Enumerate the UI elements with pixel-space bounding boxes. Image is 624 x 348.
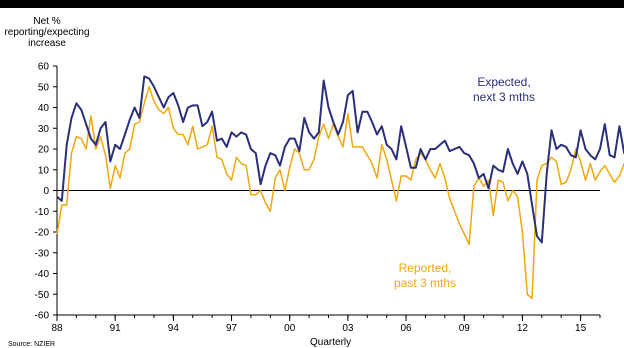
- x-tick-label: 94: [168, 323, 180, 334]
- y-tick-label: 0: [43, 186, 49, 197]
- series-label-expected-line-2: next 3 mths: [473, 90, 535, 104]
- x-tick-label: 03: [342, 323, 354, 334]
- series-label-reported-line-2: past 3 mths: [394, 276, 456, 290]
- y-tick-label: -20: [35, 228, 50, 239]
- y-tick-label: -30: [35, 248, 50, 259]
- y-axis-label-line-3: increase: [28, 38, 66, 49]
- x-tick-label: 00: [284, 323, 296, 334]
- series-label-expected-line-1: Expected,: [477, 75, 530, 89]
- y-tick-label: -60: [35, 311, 50, 322]
- x-tick-label: 91: [110, 323, 122, 334]
- x-axis-label: Quarterly: [310, 337, 352, 348]
- series-layer: [56, 75, 624, 300]
- x-tick-label: 97: [226, 323, 238, 334]
- y-tick-label: 60: [38, 62, 50, 73]
- y-tick-label: 40: [38, 103, 50, 114]
- y-axis-label-line-2: reporting/expecting: [4, 27, 90, 38]
- y-tick-label: 10: [38, 165, 50, 176]
- series-line-expected: [56, 75, 624, 244]
- x-tick-label: 12: [517, 323, 529, 334]
- y-tick-label: -50: [35, 290, 50, 301]
- y-axis-label: Net % reporting/expecting increase: [4, 16, 90, 49]
- series-label-reported-line-1: Reported,: [399, 261, 452, 275]
- x-tick-label: 09: [459, 323, 471, 334]
- y-tick-label: 50: [38, 82, 50, 93]
- x-tick-label: 88: [51, 323, 63, 334]
- x-tick-label: 15: [575, 323, 587, 334]
- x-tick-label: 06: [401, 323, 413, 334]
- axes-layer: -60 -50 -40 -30 -20 -10 0 10 20 30 40 50 60 88 91 94 97 0…: [35, 62, 601, 334]
- y-tick-label: 20: [38, 145, 50, 156]
- series-line-reported: [56, 86, 624, 300]
- y-axis-label-line-1: Net %: [33, 16, 61, 27]
- source-note: Source: NZIER: [8, 341, 56, 348]
- y-tick-label: -10: [35, 207, 50, 218]
- y-tick-label: -40: [35, 269, 50, 280]
- top-bar: [0, 0, 624, 8]
- y-tick-label: 30: [38, 124, 50, 135]
- series-labels-layer: Expected, next 3 mths Reported, past 3 m…: [394, 75, 535, 290]
